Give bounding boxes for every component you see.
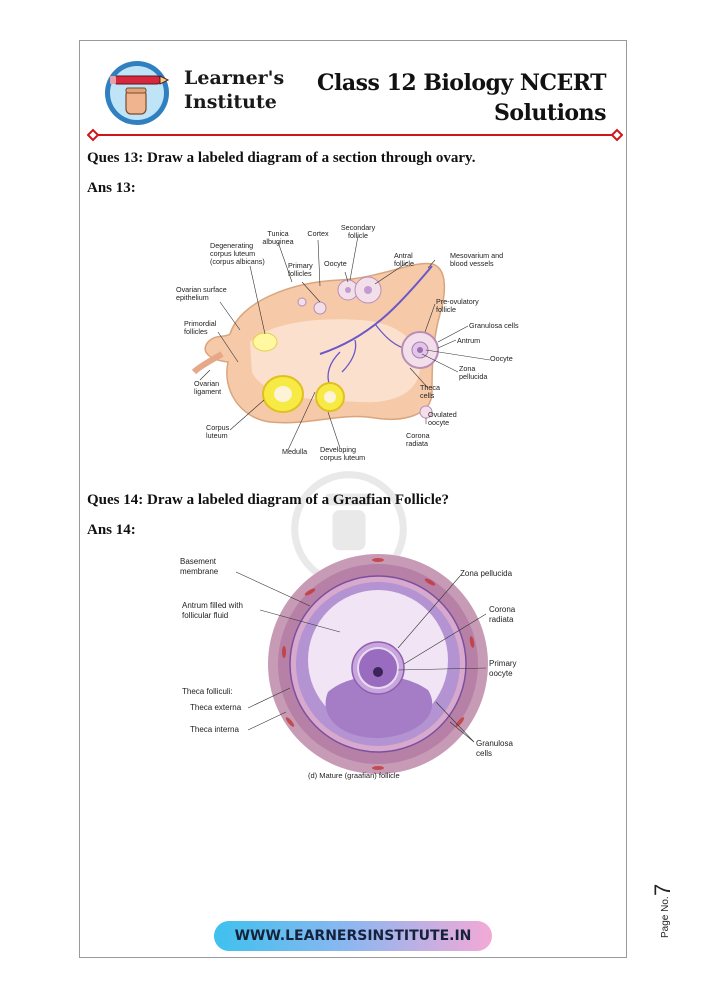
label-antral: Antral: [394, 251, 413, 260]
label-ovulated-oocyte: oocyte: [428, 418, 449, 427]
label-antral-follicle: follicle: [394, 259, 414, 268]
label-developing: Developing: [320, 445, 356, 454]
brand-line-2: Institute: [184, 91, 277, 113]
brand-name: Learner's Institute: [184, 66, 284, 114]
label-mesovarium: Mesovarium and: [450, 251, 503, 260]
label-pre-ovulatory: Pre-ovulatory: [436, 297, 479, 306]
label-ovulated: Ovulated: [428, 410, 457, 419]
label-albuginea: albuginea: [262, 237, 293, 246]
label-theca-cells: cells: [420, 391, 435, 400]
website-link[interactable]: WWW.LEARNERSINSTITUTE.IN: [214, 921, 492, 951]
label-corpus-albicans: (corpus albicans): [210, 257, 265, 266]
title-line-2: Solutions: [494, 100, 606, 126]
label-primary: Primary: [288, 261, 313, 270]
learners-institute-logo-icon: [105, 61, 170, 125]
label-medulla: Medulla: [282, 447, 307, 456]
label-theca: Theca: [420, 383, 440, 392]
label-primary-follicles: follicles: [288, 269, 312, 278]
figure-caption: (d) Mature (graafian) follicle: [308, 771, 400, 780]
label-primary: Primary: [489, 659, 517, 668]
title-line-1: Class 12 Biology NCERT: [317, 70, 606, 96]
label-corpus-luteum: luteum: [206, 431, 228, 440]
label-ovarian: Ovarian: [194, 379, 219, 388]
label-ovarian-surface: Ovarian surface: [176, 285, 227, 294]
label-corona: Corona: [406, 431, 430, 440]
label-follicular-fluid: follicular fluid: [182, 611, 228, 620]
label-radiata: radiata: [489, 615, 514, 624]
label-corona-radiata: radiata: [406, 439, 428, 448]
label-blood-vessels: blood vessels: [450, 259, 494, 268]
graafian-follicle-diagram: Basement membrane Antrum filled with fol…: [180, 554, 517, 780]
label-primordial: Primordial: [184, 319, 217, 328]
blood-vessel: [319, 265, 433, 355]
page-number-value: 7: [650, 884, 674, 896]
page-title: Class 12 Biology NCERT Solutions: [317, 68, 606, 128]
label-granulosa-cells: cells: [476, 749, 492, 758]
label-antrum-filled: Antrum filled with: [182, 601, 243, 610]
label-developing-corpus-luteum: corpus luteum: [320, 453, 365, 462]
label-zona-pellucida: Zona pellucida: [460, 569, 513, 578]
ovary-section-diagram: Secondary follicle Tunica albuginea Cort…: [176, 223, 519, 462]
label-cortex: Cortex: [307, 229, 329, 238]
label-pre-ovulatory-follicle: follicle: [436, 305, 456, 314]
page-number: Page No. 7: [650, 884, 674, 938]
label-primordial-follicles: follicles: [184, 327, 208, 336]
answer-13-label: Ans 13:: [87, 180, 136, 196]
label-basement: Basement: [180, 557, 217, 566]
cumulus: [325, 675, 433, 738]
label-pellucida: pellucida: [459, 372, 487, 381]
answer-14-label: Ans 14:: [87, 522, 136, 538]
page-border: [79, 40, 627, 958]
label-secondary: Secondary: [341, 223, 376, 232]
label-granulosa: Granulosa cells: [469, 321, 519, 330]
label-ligament: ligament: [194, 387, 221, 396]
label-degenerating: Degenerating: [210, 241, 253, 250]
label-corpus-luteum-deg: corpus luteum: [210, 249, 255, 258]
label-oocyte-top: Oocyte: [324, 259, 347, 268]
brand-line-1: Learner's: [184, 67, 285, 89]
question-14: Ques 14: Draw a labeled diagram of a Gra…: [87, 492, 450, 508]
question-13: Ques 13: Draw a labeled diagram of a sec…: [87, 150, 476, 166]
label-membrane: membrane: [180, 567, 219, 576]
ovarian-ligament: [191, 351, 224, 375]
label-corona: Corona: [489, 605, 516, 614]
label-secondary-follicle: follicle: [348, 231, 368, 240]
label-oocyte-right: Oocyte: [490, 354, 513, 363]
page-label: Page No.: [660, 896, 671, 938]
degenerating-corpus-luteum: [252, 332, 278, 352]
label-theca-folliculi: Theca folliculi:: [182, 687, 233, 696]
label-epithelium: epithelium: [176, 293, 209, 302]
primary-follicle: [313, 301, 327, 315]
label-tunica: Tunica: [267, 229, 288, 238]
label-corpus: Corpus: [206, 423, 230, 432]
header-divider: [87, 128, 623, 142]
label-zona: Zona: [459, 364, 475, 373]
label-theca-interna: Theca interna: [190, 725, 239, 734]
label-theca-externa: Theca externa: [190, 703, 242, 712]
label-antrum: Antrum: [457, 336, 480, 345]
label-oocyte: oocyte: [489, 669, 513, 678]
label-granulosa: Granulosa: [476, 739, 513, 748]
